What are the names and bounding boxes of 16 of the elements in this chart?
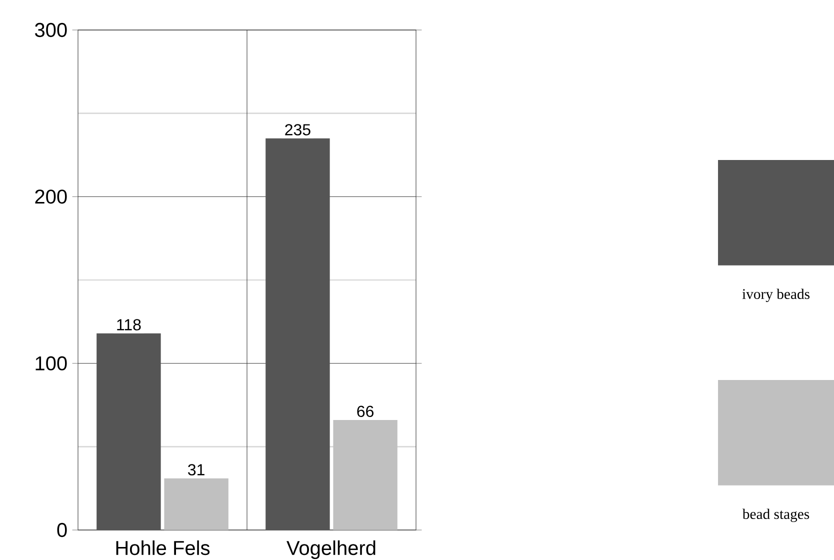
text: ivory beads — [742, 288, 810, 302]
y-tick-label: 100 — [36, 356, 67, 370]
y-tick-label: 200 — [35, 190, 67, 204]
x-tick-label: Hohle Fels — [116, 540, 210, 556]
data-label: 31 — [188, 464, 204, 476]
y-tick-label: 0 — [57, 522, 67, 538]
bar — [333, 420, 398, 530]
data-label: 66 — [357, 406, 374, 418]
data-label: 235 — [285, 124, 310, 136]
bar — [266, 138, 330, 530]
y-tick-label: 300 — [34, 22, 67, 38]
data-label: 118 — [117, 319, 141, 330]
x-tick-label: Vogelherd — [286, 540, 376, 560]
bar — [164, 478, 228, 530]
bar — [96, 333, 161, 530]
text: bead stages — [742, 508, 810, 522]
